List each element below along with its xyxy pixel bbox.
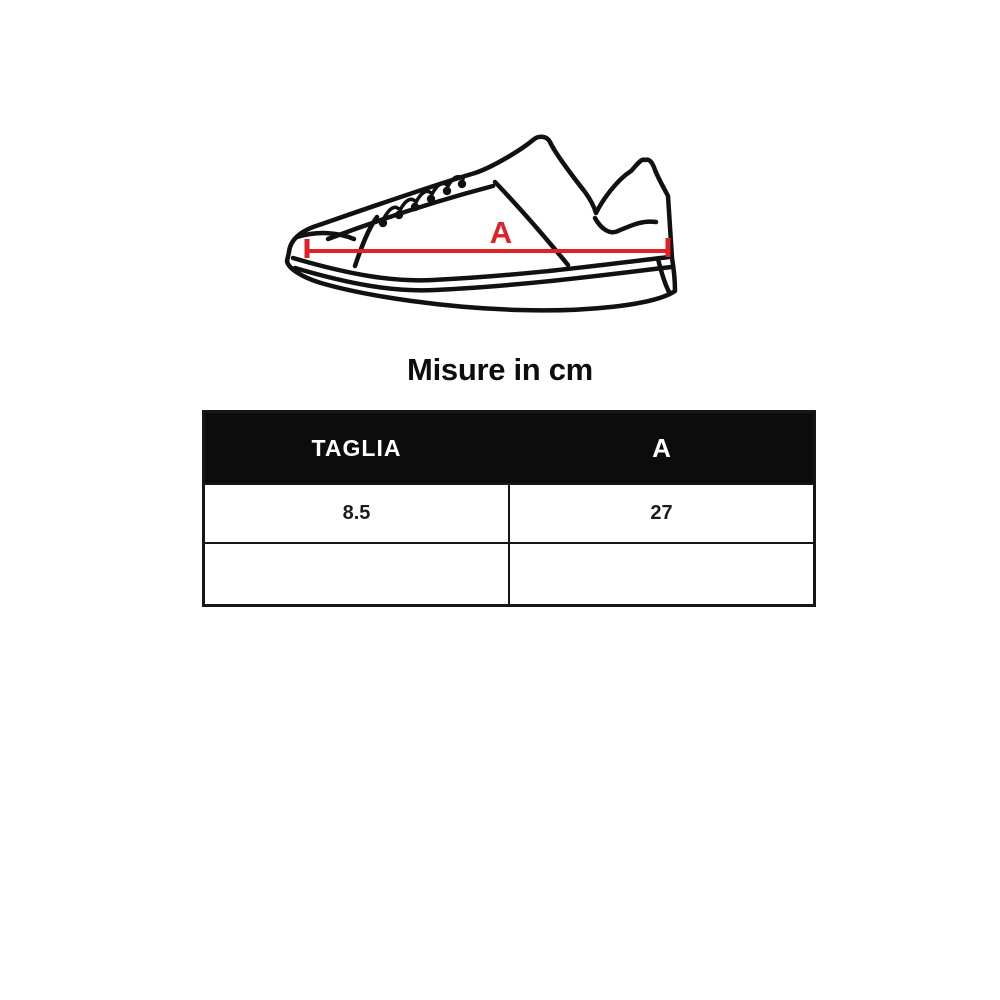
column-header-taglia: TAGLIA (205, 413, 510, 483)
lace-loops (382, 174, 465, 220)
sneaker-line-art (284, 134, 678, 313)
toe-cap-line (294, 230, 357, 242)
page-title: Misure in cm (407, 352, 593, 387)
sneaker-illustration: A (281, 125, 716, 320)
measurement-label-a: A (489, 215, 513, 250)
sole-line-top (290, 254, 672, 283)
table-cell-measure-a: 27 (650, 502, 673, 524)
shoe-outline (284, 134, 678, 313)
table-cell-size: 8.5 (205, 485, 510, 542)
sole-line-bottom (292, 264, 674, 293)
quarter-seam (492, 179, 571, 268)
eyestay-edge (325, 183, 496, 242)
lace-eyelets (378, 179, 467, 228)
size-table: TAGLIA A 8.5 27 (202, 410, 816, 607)
table-cell-size (205, 544, 510, 604)
heel-overlay-line (592, 215, 659, 235)
table-row (205, 542, 813, 604)
heel-sole-seam (655, 256, 672, 295)
column-header-a: A (652, 432, 671, 463)
size-table-header-row: TAGLIA A (205, 413, 813, 483)
table-cell-measure-a (510, 544, 813, 604)
measurement-line (304, 238, 671, 258)
table-row: 8.5 27 (205, 483, 813, 542)
